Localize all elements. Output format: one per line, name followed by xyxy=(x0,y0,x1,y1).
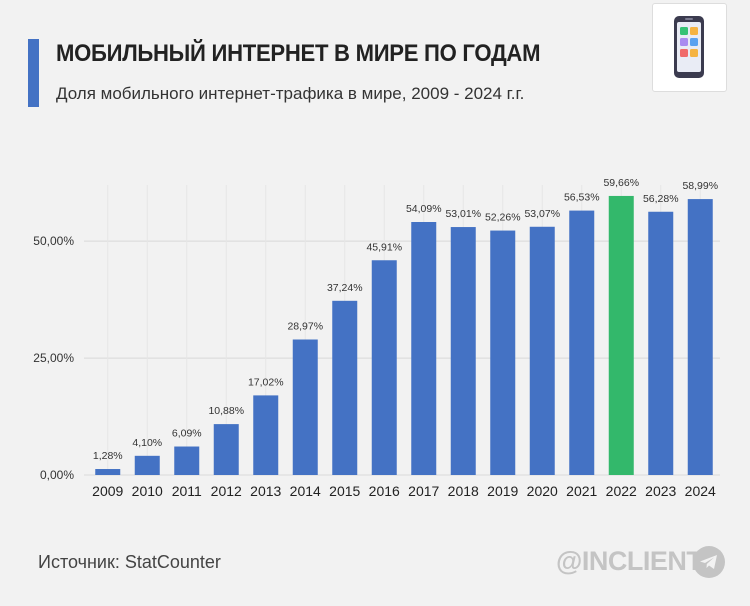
y-tick-label: 0,00% xyxy=(40,468,74,482)
x-tick-label: 2010 xyxy=(132,483,163,499)
data-label: 17,02% xyxy=(248,376,284,388)
x-tick-label: 2022 xyxy=(606,483,637,499)
y-tick-label: 25,00% xyxy=(33,351,74,365)
chart-title: МОБИЛЬНЫЙ ИНТЕРНЕТ В МИРЕ ПО ГОДАМ xyxy=(56,40,541,67)
x-tick-label: 2014 xyxy=(290,483,321,499)
bar-2011 xyxy=(174,446,200,475)
bar-2019 xyxy=(490,230,516,475)
bar-2021 xyxy=(569,210,595,475)
bar-2010 xyxy=(134,455,160,475)
x-tick-label: 2024 xyxy=(685,483,716,499)
x-tick-label: 2011 xyxy=(172,483,202,499)
data-label: 53,01% xyxy=(445,208,481,220)
bar-2014 xyxy=(292,339,318,475)
x-tick-label: 2020 xyxy=(527,483,558,499)
y-tick-label: 50,00% xyxy=(33,234,74,248)
data-label: 53,07% xyxy=(524,208,560,220)
x-tick-label: 2013 xyxy=(250,483,281,499)
x-tick-label: 2019 xyxy=(487,483,518,499)
x-tick-label: 2016 xyxy=(369,483,400,499)
bar-2012 xyxy=(213,424,239,475)
x-tick-label: 2018 xyxy=(448,483,479,499)
telegram-icon xyxy=(693,546,725,578)
data-label: 4,10% xyxy=(132,437,162,449)
data-label: 28,97% xyxy=(287,320,323,332)
source-note: Источник: StatCounter xyxy=(38,552,221,572)
x-tick-label: 2012 xyxy=(211,483,242,499)
data-label: 54,09% xyxy=(406,203,442,215)
bar-2022 xyxy=(608,195,634,475)
data-label: 56,28% xyxy=(643,193,679,205)
x-tick-label: 2017 xyxy=(408,483,439,499)
bar-2013 xyxy=(253,395,279,475)
chart-subtitle: Доля мобильного интернет-трафика в мире,… xyxy=(56,84,525,103)
bar-2009 xyxy=(95,469,121,475)
data-label: 45,91% xyxy=(366,241,402,253)
bar-2016 xyxy=(371,260,397,475)
bar-2020 xyxy=(529,226,555,475)
smartphone-icon xyxy=(652,3,727,92)
x-tick-label: 2023 xyxy=(645,483,676,499)
data-label: 10,88% xyxy=(208,405,244,417)
data-label: 56,53% xyxy=(564,192,600,204)
data-label: 58,99% xyxy=(682,180,718,192)
bar-2015 xyxy=(332,300,358,475)
brand-watermark: @INCLIENT xyxy=(556,546,703,576)
x-tick-label: 2021 xyxy=(566,483,597,499)
x-tick-label: 2009 xyxy=(92,483,123,499)
data-label: 1,28% xyxy=(93,450,123,462)
bar-2017 xyxy=(411,221,437,475)
data-label: 6,09% xyxy=(172,428,202,440)
title-accent-bar xyxy=(28,39,39,107)
bar-2024 xyxy=(687,199,713,475)
x-tick-label: 2015 xyxy=(329,483,360,499)
data-label: 37,24% xyxy=(327,282,363,294)
bar-2018 xyxy=(450,227,476,475)
data-label: 59,66% xyxy=(603,177,639,189)
bar-2023 xyxy=(648,211,674,476)
data-label: 52,26% xyxy=(485,212,521,224)
